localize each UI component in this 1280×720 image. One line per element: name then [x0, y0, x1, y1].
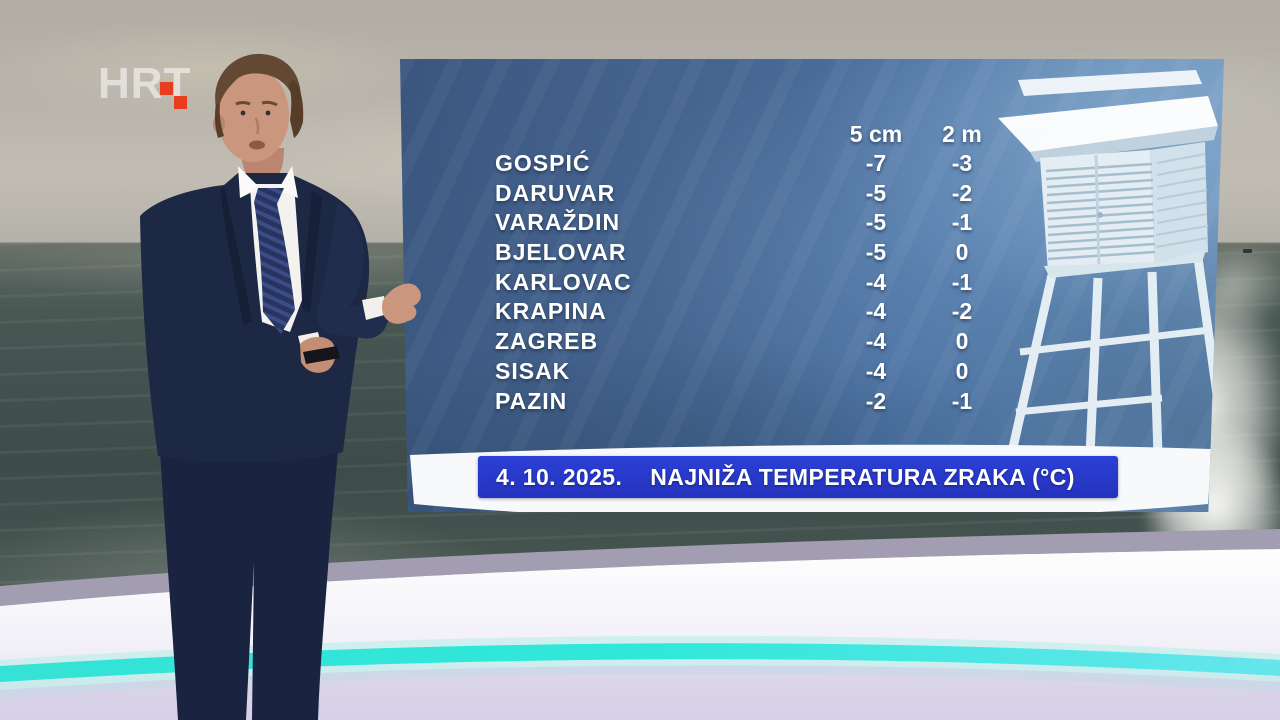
city-label: VARAŽDIN [495, 209, 621, 236]
presenter-cuff [362, 296, 388, 320]
temp-5cm: -4 [865, 357, 887, 384]
table-row: ZAGREB -4 0 [400, 327, 1224, 357]
city-label: KARLOVAC [495, 268, 632, 295]
temp-5cm: -2 [865, 387, 887, 414]
temp-5cm: -5 [865, 209, 887, 236]
table-row: VARAŽDIN -5 -1 [400, 208, 1224, 238]
table-row: KARLOVAC -4 -1 [400, 268, 1224, 298]
temp-2m: -2 [951, 298, 973, 325]
stevenson-screen-icon [998, 70, 1224, 456]
city-label: BJELOVAR [495, 239, 627, 266]
presenter-lapel [220, 186, 252, 326]
banner-title: NAJNIŽA TEMPERATURA ZRAKA (°C) [650, 464, 1075, 490]
table-row: PAZIN -2 -1 [400, 387, 1224, 417]
presenter-eye [265, 110, 271, 116]
temp-5cm: -4 [865, 298, 887, 325]
presenter-mouth [249, 140, 265, 150]
table-row: DARUVAR -5 -2 [400, 179, 1224, 209]
hrt-logo-red-square-icon [160, 82, 173, 95]
video-wall-base [0, 529, 1280, 606]
presenter-trousers [160, 450, 338, 720]
city-label: DARUVAR [495, 179, 616, 206]
city-label: ZAGREB [495, 328, 599, 355]
distant-ship [1243, 249, 1252, 253]
presenter-eyebrow [235, 101, 251, 106]
banner-date: 4. 10. 2025. [496, 464, 623, 490]
presenter-hair [214, 104, 224, 138]
temp-5cm: -5 [865, 239, 887, 266]
column-header-2m: 2 m [942, 121, 982, 147]
temp-5cm: -4 [865, 268, 887, 295]
presenter-hand [382, 283, 421, 324]
hrt-logo: HRT [98, 56, 208, 120]
city-label: GOSPIĆ [495, 150, 591, 176]
temp-5cm: -7 [865, 150, 887, 176]
temp-2m: -1 [951, 209, 973, 236]
table-row: GOSPIĆ -7 -3 [400, 149, 1224, 179]
presenter-tie [254, 188, 295, 334]
city-label: SISAK [495, 357, 571, 384]
presenter-hair [215, 53, 302, 120]
temp-5cm: -4 [865, 328, 887, 355]
presenter-eye [240, 110, 246, 116]
temp-5cm: -5 [865, 179, 887, 206]
presenter-collar [238, 166, 260, 198]
title-banner: 4. 10. 2025. NAJNIŽA TEMPERATURA ZRAKA (… [478, 456, 1118, 498]
presenter-lapel [302, 190, 322, 314]
temp-2m: 0 [955, 357, 969, 384]
presenter-face [217, 68, 289, 162]
table-header-row: 5 cm 2 m [400, 120, 1224, 148]
temp-2m: -2 [951, 179, 973, 206]
floor-lavender-tint [0, 665, 1280, 720]
table-row: KRAPINA -4 -2 [400, 297, 1224, 327]
temp-2m: -1 [951, 268, 973, 295]
table-row: BJELOVAR -5 0 [400, 238, 1224, 268]
hrt-logo-red-square-icon [174, 96, 187, 109]
city-label: KRAPINA [495, 298, 607, 325]
presenter-nose [254, 117, 260, 135]
temp-2m: -1 [951, 387, 973, 414]
column-header-5cm: 5 cm [849, 121, 903, 147]
temp-2m: -3 [951, 150, 973, 176]
temp-2m: 0 [955, 328, 969, 355]
temperature-table: GOSPIĆ -7 -3 DARUVAR -5 -2 VARAŽDIN -5 -… [400, 149, 1224, 416]
temp-2m: 0 [955, 239, 969, 266]
presenter-hair [288, 80, 304, 138]
presenter-clicker [303, 346, 340, 364]
city-label: PAZIN [495, 387, 568, 414]
presenter-eyebrow [261, 100, 278, 107]
table-row: SISAK -4 0 [400, 357, 1224, 387]
